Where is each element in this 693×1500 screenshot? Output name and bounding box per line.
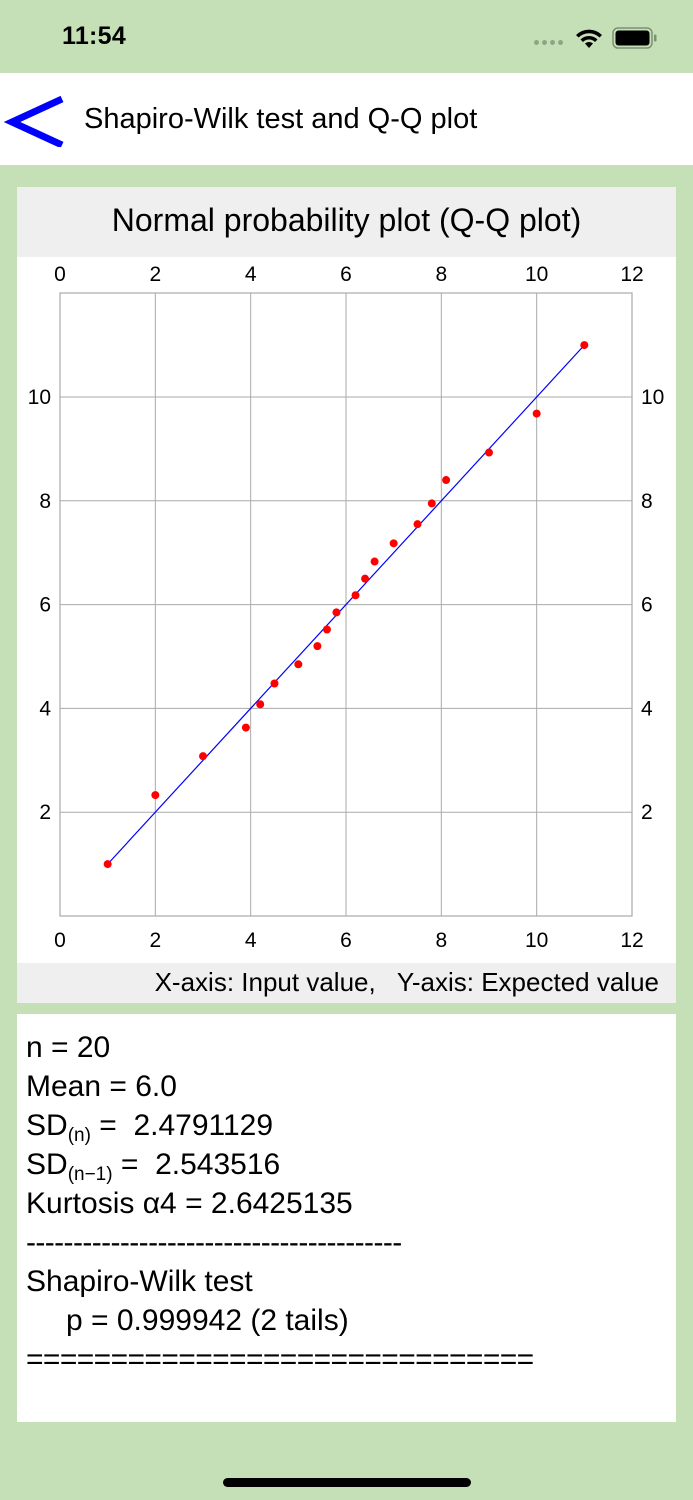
data-point [151, 791, 160, 800]
y-tick-left: 4 [39, 697, 51, 720]
stat-kurtosis: Kurtosis α4 = 2.6425135 [26, 1187, 353, 1220]
battery-icon [612, 27, 657, 49]
x-tick-bottom: 6 [340, 929, 352, 952]
data-point [322, 625, 331, 634]
data-point [103, 860, 112, 869]
data-point [485, 448, 493, 457]
data-point [389, 539, 398, 548]
home-indicator[interactable] [223, 1478, 471, 1487]
data-point [270, 679, 279, 688]
separator: ---------------------------------------- [26, 1226, 402, 1259]
stat-sd-n: SD(n) = 2.4791129 [26, 1106, 534, 1146]
wifi-icon [576, 29, 602, 48]
qq-plot-panel: Normal probability plot (Q-Q plot) 0 0 2 2 4… [17, 187, 676, 1003]
data-point [427, 499, 436, 508]
data-point [313, 642, 322, 651]
signal-dots-icon [534, 40, 563, 45]
y-tick-right: 4 [641, 697, 653, 720]
chart-title-bar: Normal probability plot (Q-Q plot) [17, 187, 676, 257]
x-tick-bottom: 12 [620, 929, 643, 952]
x-tick-bottom: 8 [435, 929, 447, 952]
y-tick-right: 2 [641, 801, 653, 824]
page-title: Shapiro-Wilk test and Q-Q plot [84, 103, 478, 135]
data-point [351, 591, 360, 600]
status-bar: 11:54 [0, 0, 693, 73]
sd-subscript: (n) [67, 1125, 91, 1146]
p-value: p = 0.999942 (2 tails) [66, 1304, 349, 1337]
x-tick-top: 0 [54, 263, 66, 286]
y-tick-left: 6 [39, 594, 51, 617]
x-tick-bottom: 4 [245, 929, 257, 952]
axis-ticks: 0 0 2 2 4 4 6 6 8 8 10 10 12 12 2 2 4 4 6 6 8 8 10 10 [28, 263, 665, 952]
stat-mean: Mean = 6.0 [26, 1070, 177, 1103]
axis-caption: X-axis: Input value, Y-axis: Expected va… [154, 967, 659, 997]
y-tick-left: 2 [39, 801, 51, 824]
x-tick-bottom: 10 [525, 929, 548, 952]
x-tick-top: 2 [149, 263, 161, 286]
sd-value: = 2.543516 [112, 1148, 281, 1181]
stat-n: n = 20 [26, 1031, 111, 1064]
data-point [361, 574, 370, 583]
data-point [256, 700, 265, 709]
data-point [294, 660, 303, 669]
data-point [413, 520, 422, 529]
sd-subscript: (n−1) [67, 1164, 113, 1185]
x-tick-top: 4 [245, 263, 257, 286]
reference-line [107, 344, 585, 865]
data-point [199, 752, 207, 761]
sd-value: = 2.4791129 [90, 1109, 274, 1142]
x-tick-bottom: 2 [149, 929, 161, 952]
stats-panel: n = 20 Mean = 6.0 SD(n) = 2.4791129 SD(n… [17, 1014, 676, 1422]
status-time: 11:54 [62, 22, 127, 50]
x-tick-top: 10 [525, 263, 548, 286]
qq-plot: 0 0 2 2 4 4 6 6 8 8 10 10 12 12 2 2 4 4 6 6 8 8 10 10 [28, 263, 665, 952]
chevron-left-icon [3, 95, 64, 149]
sd-label: SD [26, 1148, 68, 1181]
data-point [370, 557, 379, 566]
x-tick-bottom: 0 [54, 929, 66, 952]
data-point [532, 409, 541, 418]
nav-bar: Shapiro-Wilk test and Q-Q plot [0, 73, 693, 165]
x-tick-top: 8 [435, 263, 447, 286]
y-tick-right: 10 [641, 386, 664, 409]
stat-sd-n1: SD(n−1) = 2.543516 [26, 1145, 534, 1185]
plot-border [59, 292, 633, 917]
chart-title: Normal probability plot (Q-Q plot) [111, 202, 582, 238]
y-tick-right: 6 [641, 594, 653, 617]
y-tick-left: 10 [28, 386, 51, 409]
data-points [103, 341, 589, 869]
x-tick-top: 12 [620, 263, 643, 286]
x-tick-top: 6 [340, 263, 352, 286]
back-button[interactable] [3, 95, 66, 149]
test-name: Shapiro-Wilk test [26, 1265, 253, 1298]
sd-label: SD [26, 1109, 68, 1142]
data-point [442, 476, 451, 485]
data-point [241, 723, 250, 732]
data-point [580, 341, 589, 350]
chart-caption-bar: X-axis: Input value, Y-axis: Expected va… [17, 963, 676, 1003]
data-point [332, 608, 341, 617]
y-tick-right: 8 [641, 490, 653, 513]
end-separator: ============================== [26, 1343, 534, 1376]
y-tick-left: 8 [39, 490, 51, 513]
